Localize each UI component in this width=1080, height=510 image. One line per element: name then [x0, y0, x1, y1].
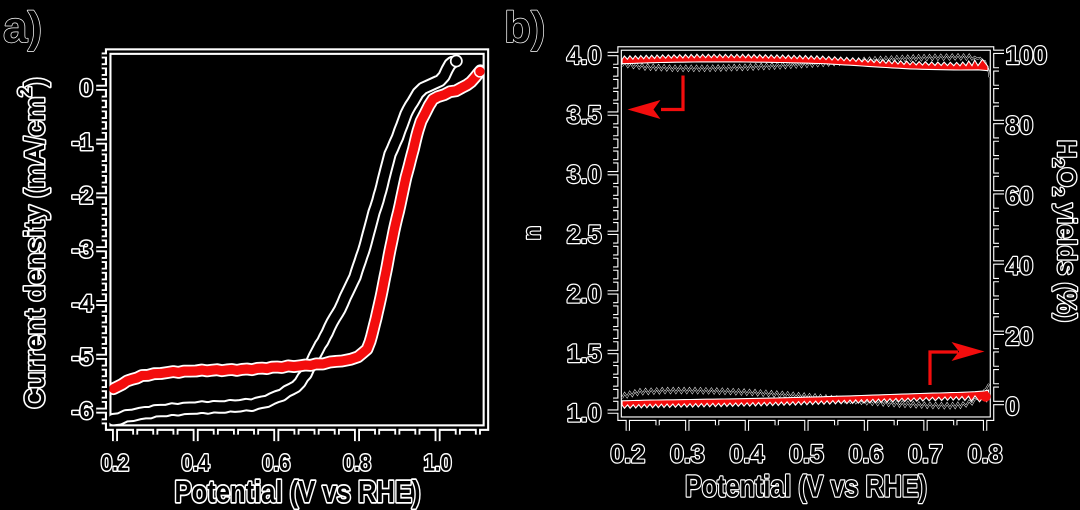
svg-text:Potential (V vs RHE): Potential (V vs RHE)	[685, 468, 927, 503]
svg-text:3.5: 3.5	[567, 102, 602, 130]
svg-text:-3: -3	[72, 237, 93, 264]
svg-text:Potential (V vs RHE): Potential (V vs RHE)	[175, 474, 421, 509]
svg-text:2.0: 2.0	[567, 280, 602, 308]
svg-text:40: 40	[1006, 253, 1034, 281]
svg-text:0.5: 0.5	[789, 441, 824, 469]
svg-text:0.8: 0.8	[343, 450, 371, 476]
svg-text:-5: -5	[72, 344, 93, 371]
svg-text:H2O2 yields (%): H2O2 yields (%)	[1049, 140, 1080, 322]
svg-text:-4: -4	[72, 290, 94, 317]
svg-text:1.0: 1.0	[424, 450, 452, 476]
svg-text:b): b)	[504, 3, 546, 52]
svg-text:0: 0	[1006, 393, 1020, 421]
svg-text:60: 60	[1006, 182, 1034, 210]
svg-text:0.6: 0.6	[849, 441, 884, 469]
svg-text:100: 100	[1006, 42, 1048, 70]
svg-text:-6: -6	[72, 398, 93, 425]
svg-text:0.8: 0.8	[968, 441, 1003, 469]
svg-text:1.5: 1.5	[567, 340, 602, 368]
svg-text:0: 0	[80, 75, 93, 102]
svg-text:80: 80	[1006, 112, 1034, 140]
svg-text:0.2: 0.2	[610, 441, 645, 469]
svg-text:3.0: 3.0	[567, 161, 602, 189]
svg-text:0.2: 0.2	[101, 450, 129, 476]
svg-text:-2: -2	[72, 183, 93, 210]
svg-text:0.3: 0.3	[670, 441, 705, 469]
svg-text:2.5: 2.5	[567, 221, 602, 249]
svg-text:4.0: 4.0	[567, 42, 602, 70]
svg-text:a): a)	[3, 3, 42, 52]
svg-text:20: 20	[1006, 323, 1034, 351]
svg-text:-1: -1	[72, 129, 93, 156]
svg-text:0.7: 0.7	[908, 441, 943, 469]
svg-text:0.6: 0.6	[262, 450, 290, 476]
svg-text:n: n	[519, 226, 546, 241]
svg-text:Current density (mA/cm2): Current density (mA/cm2)	[15, 78, 50, 409]
svg-text:0.4: 0.4	[730, 441, 765, 469]
svg-text:0.4: 0.4	[182, 450, 210, 476]
svg-text:1.0: 1.0	[567, 400, 602, 428]
